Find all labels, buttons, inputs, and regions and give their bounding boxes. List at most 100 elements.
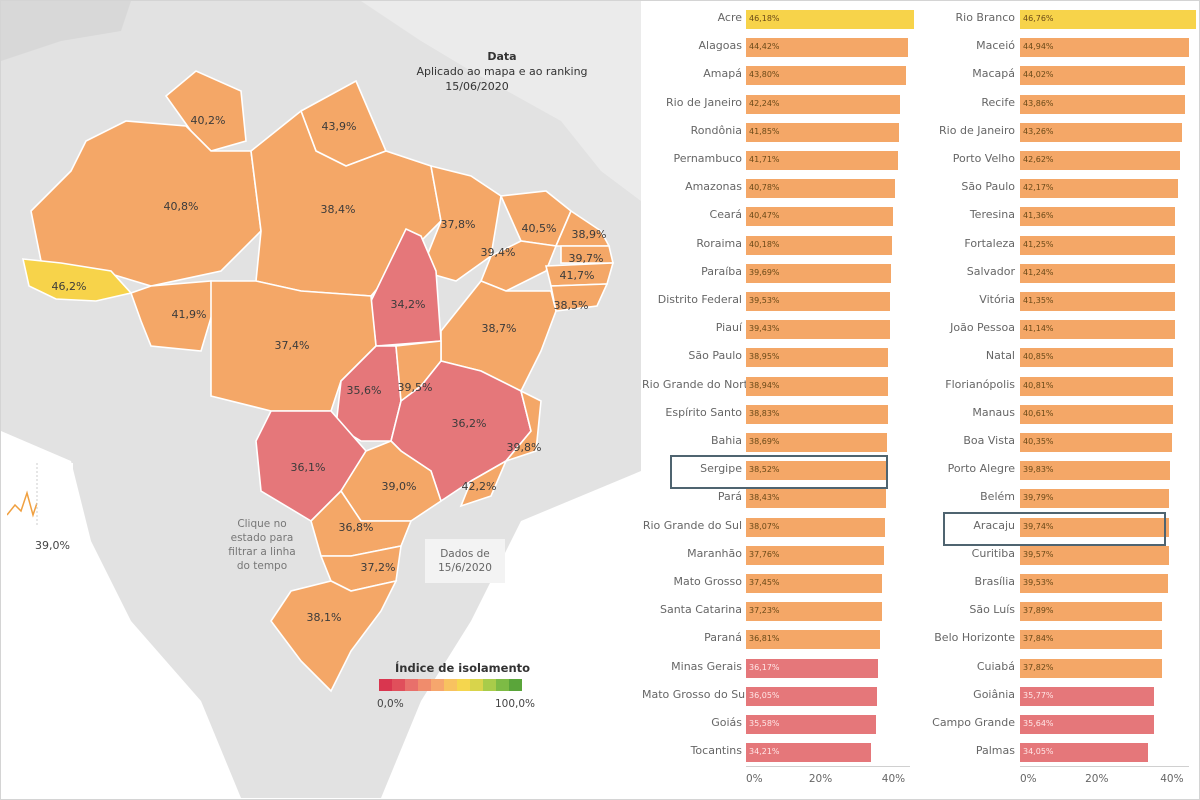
ranking-bar[interactable]: 46,76%	[1020, 10, 1196, 29]
ranking-bar[interactable]: 39,43%	[746, 320, 890, 340]
ranking-bar[interactable]: 40,81%	[1020, 376, 1174, 396]
ranking-row[interactable]: Mato Grosso do Sul 36,05%	[642, 682, 910, 710]
ranking-row[interactable]: Aracaju 39,74%	[912, 513, 1189, 541]
ranking-bar[interactable]: 38,43%	[746, 489, 887, 509]
ranking-bar[interactable]: 39,57%	[1020, 545, 1169, 565]
ranking-bar[interactable]: 35,64%	[1020, 715, 1154, 734]
ranking-row[interactable]: Minas Gerais 36,17%	[642, 654, 910, 682]
ranking-bar[interactable]: 37,45%	[746, 574, 883, 593]
map-state[interactable]	[270, 579, 398, 693]
ranking-row[interactable]: Rio Grande do Norte 38,94%	[642, 372, 910, 400]
ranking-bar[interactable]: 43,80%	[746, 66, 906, 86]
ranking-bar[interactable]: 39,69%	[746, 263, 891, 283]
ranking-row[interactable]: Santa Catarina 37,23%	[642, 597, 910, 625]
ranking-bar[interactable]: 43,86%	[1020, 94, 1185, 114]
ranking-bar[interactable]: 39,74%	[1020, 517, 1170, 537]
ranking-bar[interactable]: 40,61%	[1020, 404, 1173, 424]
ranking-row[interactable]: Brasília 39,53%	[912, 569, 1189, 597]
ranking-bar[interactable]: 46,18%	[746, 10, 915, 29]
ranking-row[interactable]: Rio de Janeiro 43,26%	[912, 118, 1189, 146]
ranking-row[interactable]: Manaus 40,61%	[912, 400, 1189, 428]
ranking-bar[interactable]: 35,58%	[746, 715, 876, 734]
ranking-row[interactable]: Bahia 38,69%	[642, 428, 910, 456]
ranking-row[interactable]: Goiânia 35,77%	[912, 682, 1189, 710]
ranking-bar[interactable]: 37,23%	[746, 602, 882, 622]
ranking-bar[interactable]: 40,85%	[1020, 348, 1174, 368]
ranking-row[interactable]: Vitória 41,35%	[912, 287, 1189, 315]
ranking-row[interactable]: Distrito Federal 39,53%	[642, 287, 910, 315]
ranking-row[interactable]: São Paulo 42,17%	[912, 174, 1189, 202]
ranking-bar[interactable]: 39,79%	[1020, 489, 1170, 509]
ranking-row[interactable]: Tocantins 34,21%	[642, 738, 910, 766]
ranking-row[interactable]: Rio Branco 46,76%	[912, 5, 1196, 33]
ranking-bar[interactable]: 37,82%	[1020, 658, 1163, 678]
ranking-row[interactable]: Sergipe 38,52%	[642, 456, 910, 484]
ranking-bar[interactable]: 38,94%	[746, 376, 888, 396]
ranking-row[interactable]: Paraíba 39,69%	[642, 259, 910, 287]
ranking-bar[interactable]: 39,53%	[746, 292, 891, 311]
ranking-row[interactable]: Rondônia 41,85%	[642, 118, 910, 146]
map-state[interactable]	[419, 164, 502, 282]
ranking-row[interactable]: Rio de Janeiro 42,24%	[642, 90, 910, 118]
map-state[interactable]	[459, 459, 508, 508]
ranking-bar[interactable]: 41,25%	[1020, 235, 1175, 255]
ranking-row[interactable]: Belém 39,79%	[912, 484, 1189, 512]
ranking-bar[interactable]: 39,53%	[1020, 574, 1169, 593]
ranking-row[interactable]: Espírito Santo 38,83%	[642, 400, 910, 428]
ranking-bar[interactable]: 34,21%	[746, 743, 871, 763]
map-state[interactable]	[129, 280, 217, 352]
ranking-row[interactable]: Cuiabá 37,82%	[912, 654, 1189, 682]
ranking-bar[interactable]: 36,05%	[746, 686, 878, 706]
ranking-row[interactable]: Recife 43,86%	[912, 90, 1189, 118]
ranking-row[interactable]: Roraima 40,18%	[642, 231, 910, 259]
ranking-row[interactable]: João Pessoa 41,14%	[912, 315, 1189, 343]
ranking-bar[interactable]: 37,84%	[1020, 630, 1163, 650]
ranking-row[interactable]: Fortaleza 41,25%	[912, 231, 1189, 259]
ranking-bar[interactable]: 38,83%	[746, 404, 888, 424]
ranking-bar[interactable]: 42,62%	[1020, 151, 1181, 170]
ranking-row[interactable]: Acre 46,18%	[642, 5, 915, 33]
ranking-bar[interactable]: 42,24%	[746, 94, 900, 114]
map-state[interactable]	[503, 389, 542, 463]
ranking-row[interactable]: Maceió 44,94%	[912, 33, 1189, 61]
ranking-bar[interactable]: 41,35%	[1020, 292, 1176, 311]
ranking-row[interactable]: Porto Alegre 39,83%	[912, 456, 1189, 484]
ranking-row[interactable]: Curitiba 39,57%	[912, 541, 1189, 569]
ranking-bar[interactable]: 42,17%	[1020, 179, 1179, 199]
ranking-row[interactable]: Amapá 43,80%	[642, 61, 910, 89]
ranking-bar[interactable]: 41,24%	[1020, 263, 1175, 283]
ranking-row[interactable]: Palmas 34,05%	[912, 738, 1189, 766]
ranking-row[interactable]: São Luís 37,89%	[912, 597, 1189, 625]
ranking-bar[interactable]: 41,14%	[1020, 320, 1175, 340]
ranking-bar[interactable]: 40,35%	[1020, 433, 1172, 452]
ranking-bar[interactable]: 34,05%	[1020, 743, 1148, 763]
ranking-bar[interactable]: 37,76%	[746, 545, 884, 565]
ranking-bar[interactable]: 36,81%	[746, 630, 881, 650]
ranking-bar[interactable]: 38,95%	[746, 348, 888, 368]
sparkline-panel[interactable]	[6, 463, 73, 527]
ranking-row[interactable]: Mato Grosso 37,45%	[642, 569, 910, 597]
ranking-row[interactable]: Boa Vista 40,35%	[912, 428, 1189, 456]
ranking-row[interactable]: Salvador 41,24%	[912, 259, 1189, 287]
ranking-bar[interactable]: 38,52%	[746, 461, 887, 481]
ranking-row[interactable]: Natal 40,85%	[912, 343, 1189, 371]
ranking-row[interactable]: Teresina 41,36%	[912, 202, 1189, 230]
ranking-row[interactable]: São Paulo 38,95%	[642, 343, 910, 371]
ranking-bar[interactable]: 44,42%	[746, 38, 908, 58]
brazil-map[interactable]: 40,2% 43,9% 40,8% 38,4% 37,8% 40,5% 38,9…	[1, 1, 641, 798]
map-state[interactable]	[21, 258, 133, 302]
ranking-row[interactable]: Paraná 36,81%	[642, 625, 910, 653]
ranking-row[interactable]: Goiás 35,58%	[642, 710, 910, 738]
ranking-bar[interactable]: 44,94%	[1020, 38, 1189, 58]
ranking-bar[interactable]: 41,71%	[746, 151, 898, 170]
ranking-row[interactable]: Florianópolis 40,81%	[912, 372, 1189, 400]
ranking-bar[interactable]: 44,02%	[1020, 66, 1186, 86]
ranking-bar[interactable]: 40,47%	[746, 207, 894, 227]
ranking-bar[interactable]: 41,85%	[746, 122, 899, 142]
ranking-row[interactable]: Pernambuco 41,71%	[642, 146, 910, 174]
ranking-row[interactable]: Maranhão 37,76%	[642, 541, 910, 569]
ranking-bar[interactable]: 38,07%	[746, 517, 885, 537]
map-state[interactable]	[30, 120, 262, 287]
ranking-bar[interactable]: 41,36%	[1020, 207, 1176, 227]
ranking-row[interactable]: Pará 38,43%	[642, 484, 910, 512]
